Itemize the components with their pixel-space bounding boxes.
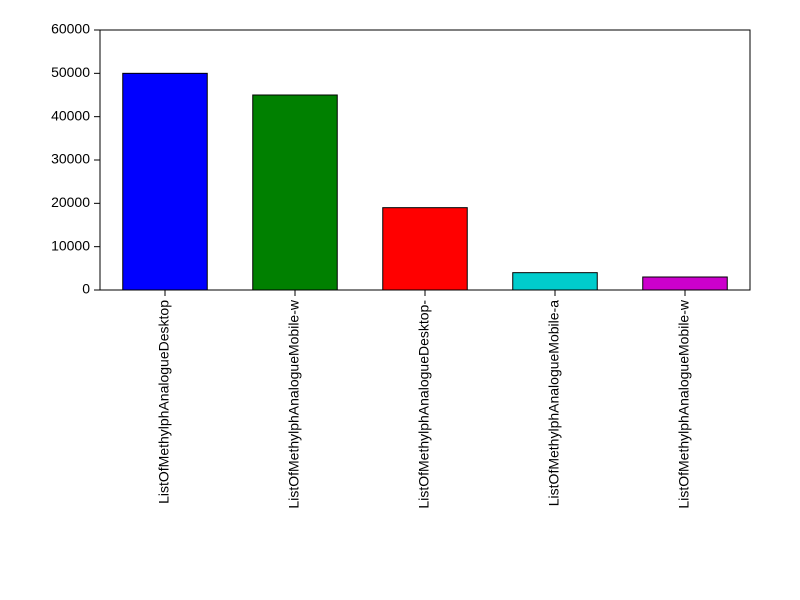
y-tick-label: 40000 <box>51 107 90 123</box>
y-tick-label: 20000 <box>51 194 90 210</box>
bar <box>513 273 598 290</box>
x-tick-label: ListOfMethylphAnalogueDesktop- <box>416 300 432 509</box>
y-tick-label: 30000 <box>51 151 90 167</box>
y-tick-label: 50000 <box>51 64 90 80</box>
chart-svg: 0 10000 20000 30000 40000 50000 60000 ListOfMet… <box>0 0 800 600</box>
x-tick-label: ListOfMethylphAnalogueMobile-a <box>546 300 562 506</box>
y-tick-label: 10000 <box>51 237 90 253</box>
x-tick-label: ListOfMethylphAnalogueDesktop <box>156 300 172 504</box>
y-tick-label: 0 <box>82 281 90 297</box>
bar <box>253 95 338 290</box>
bar-chart: 0 10000 20000 30000 40000 50000 60000 ListOfMet… <box>0 0 800 600</box>
bar <box>383 208 468 290</box>
bar <box>643 277 728 290</box>
x-tick-label: ListOfMethylphAnalogueMobile-w <box>286 299 302 508</box>
y-tick-label: 60000 <box>51 21 90 37</box>
x-tick-label: ListOfMethylphAnalogueMobile-w <box>676 299 692 508</box>
bar <box>123 73 208 290</box>
